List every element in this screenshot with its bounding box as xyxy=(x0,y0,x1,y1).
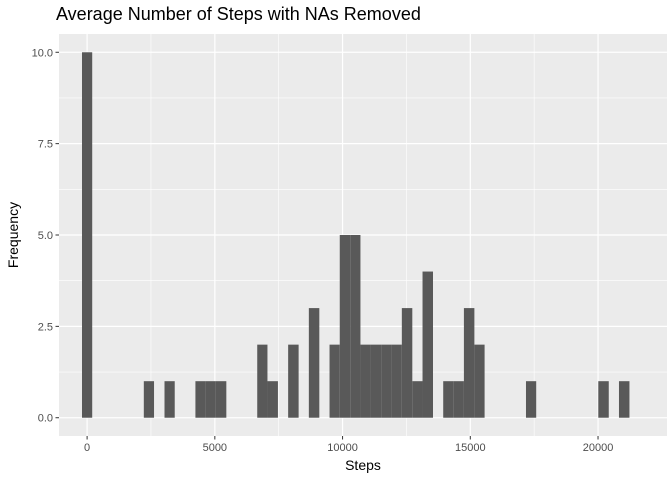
histogram-bar xyxy=(443,381,454,418)
histogram-bar xyxy=(339,235,351,418)
histogram-bar xyxy=(257,344,268,418)
histogram-bar xyxy=(598,381,609,418)
histogram-bar xyxy=(215,381,227,418)
x-tick-label: 15000 xyxy=(455,442,486,454)
histogram-bar xyxy=(525,381,537,418)
histogram-bar xyxy=(267,381,278,418)
histogram-bar xyxy=(401,308,413,418)
histogram-bar xyxy=(360,344,371,418)
axis-ticks xyxy=(55,51,599,440)
histogram-bar xyxy=(81,52,93,418)
histogram-bar xyxy=(453,381,464,418)
histogram-bar xyxy=(164,381,175,418)
y-axis-title: Frequency xyxy=(5,202,21,268)
histogram-bar xyxy=(463,308,475,418)
histogram-bar xyxy=(618,381,630,418)
histogram-bar xyxy=(381,344,392,418)
histogram-bar xyxy=(308,308,320,418)
histogram-bar xyxy=(370,344,382,418)
histogram-bar xyxy=(288,344,299,418)
histogram-bar xyxy=(391,344,402,418)
y-tick-label: 2.5 xyxy=(38,321,53,333)
y-tick-label: 10.0 xyxy=(32,47,53,59)
x-tick-label: 0 xyxy=(84,442,90,454)
histogram-bar xyxy=(412,381,423,418)
histogram-bar xyxy=(143,381,155,418)
x-axis-title: Steps xyxy=(345,457,381,473)
histogram-bar xyxy=(205,381,216,418)
histogram-bar xyxy=(422,271,433,418)
x-axis-tick-labels: 0 5000 10000 15000 20000 xyxy=(84,442,613,454)
histogram-bar xyxy=(329,344,340,418)
chart-title: Average Number of Steps with NAs Removed xyxy=(56,4,421,24)
x-tick-label: 5000 xyxy=(203,442,227,454)
y-tick-label: 5.0 xyxy=(38,230,53,242)
x-tick-label: 10000 xyxy=(327,442,358,454)
histogram-bars xyxy=(81,52,630,418)
histogram-bar xyxy=(195,381,206,418)
histogram-bar xyxy=(474,344,485,418)
x-tick-label: 20000 xyxy=(583,442,614,454)
histogram-bar xyxy=(350,235,361,418)
y-axis-tick-labels: 0.0 2.5 5.0 7.5 10.0 xyxy=(32,47,53,424)
y-tick-label: 0.0 xyxy=(38,413,53,425)
y-tick-label: 7.5 xyxy=(38,139,53,151)
